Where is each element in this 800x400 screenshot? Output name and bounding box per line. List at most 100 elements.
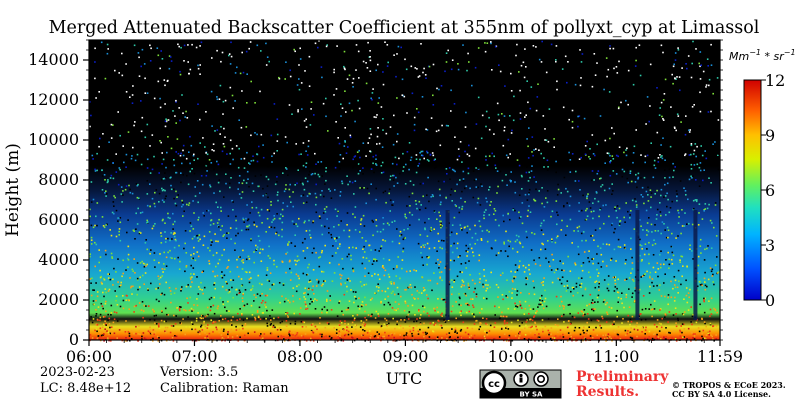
backscatter-pixel [634, 198, 636, 200]
backscatter-pixel [676, 195, 678, 198]
backscatter-pixel [488, 128, 491, 131]
backscatter-pixel [397, 256, 399, 258]
backscatter-pixel [411, 92, 414, 95]
backscatter-pixel [164, 331, 167, 334]
backscatter-pixel [402, 327, 404, 329]
backscatter-pixel [569, 312, 571, 315]
backscatter-pixel [160, 319, 163, 322]
backscatter-pixel [149, 60, 152, 62]
backscatter-pixel [677, 319, 679, 322]
backscatter-pixel [308, 263, 310, 266]
backscatter-pixel [263, 317, 265, 320]
backscatter-pixel [279, 329, 282, 331]
backscatter-pixel [140, 163, 143, 166]
backscatter-pixel [395, 176, 397, 179]
backscatter-pixel [701, 332, 703, 335]
backscatter-pixel [104, 302, 107, 305]
backscatter-pixel [666, 182, 669, 185]
backscatter-pixel [360, 218, 363, 220]
backscatter-pixel [202, 137, 204, 139]
backscatter-pixel [483, 339, 485, 342]
backscatter-pixel [411, 293, 413, 296]
backscatter-pixel [677, 222, 680, 224]
backscatter-pixel [613, 67, 615, 70]
backscatter-pixel [149, 318, 151, 321]
backscatter-pixel [181, 201, 184, 204]
backscatter-pixel [125, 91, 128, 93]
backscatter-pixel [177, 256, 179, 259]
backscatter-pixel [252, 155, 254, 157]
backscatter-pixel [140, 130, 143, 133]
backscatter-pixel [428, 218, 430, 220]
backscatter-pixel [343, 65, 345, 68]
backscatter-pixel [618, 224, 621, 227]
backscatter-pixel [697, 255, 700, 258]
backscatter-pixel [217, 262, 219, 265]
backscatter-pixel [692, 175, 694, 177]
backscatter-pixel [654, 243, 657, 245]
backscatter-pixel [347, 333, 350, 336]
backscatter-pixel [474, 282, 476, 285]
backscatter-pixel [189, 276, 192, 279]
backscatter-pixel [709, 323, 712, 326]
backscatter-pixel [310, 236, 312, 239]
backscatter-pixel [531, 136, 534, 138]
backscatter-pixel [317, 280, 320, 283]
backscatter-pixel [557, 188, 560, 191]
backscatter-pixel [346, 175, 348, 177]
backscatter-pixel [100, 281, 103, 284]
backscatter-pixel [427, 256, 430, 259]
backscatter-pixel [679, 261, 681, 263]
backscatter-pixel [369, 150, 371, 152]
backscatter-pixel [401, 259, 404, 261]
backscatter-pixel [512, 280, 514, 283]
backscatter-pixel [185, 110, 187, 113]
backscatter-pixel [355, 291, 357, 293]
backscatter-pixel [239, 308, 241, 310]
chart-title: Merged Attenuated Backscatter Coefficien… [49, 18, 760, 38]
backscatter-pixel [446, 173, 448, 175]
backscatter-pixel [699, 303, 701, 306]
backscatter-pixel [682, 323, 685, 326]
backscatter-pixel [404, 213, 406, 216]
backscatter-pixel [641, 331, 643, 333]
backscatter-pixel [665, 338, 667, 340]
backscatter-pixel [95, 299, 97, 302]
backscatter-pixel [557, 277, 559, 280]
backscatter-pixel [711, 268, 714, 271]
backscatter-pixel [298, 217, 300, 220]
backscatter-pixel [312, 285, 314, 288]
backscatter-pixel [276, 133, 279, 136]
backscatter-pixel [312, 340, 315, 342]
backscatter-pixel [348, 74, 351, 77]
backscatter-pixel [287, 299, 289, 302]
backscatter-pixel [409, 159, 412, 161]
backscatter-pixel [679, 259, 681, 261]
backscatter-pixel [463, 226, 466, 229]
backscatter-pixel [518, 217, 521, 219]
backscatter-pixel [257, 211, 260, 214]
backscatter-pixel [359, 163, 361, 166]
backscatter-pixel [239, 291, 241, 293]
backscatter-pixel [557, 331, 559, 333]
backscatter-pixel [243, 154, 246, 157]
backscatter-pixel [487, 329, 489, 332]
backscatter-pixel [523, 338, 526, 340]
backscatter-pixel [304, 301, 306, 303]
backscatter-pixel [626, 168, 629, 171]
backscatter-pixel [360, 305, 363, 308]
backscatter-pixel [645, 190, 648, 193]
backscatter-pixel [196, 251, 199, 253]
backscatter-pixel [618, 60, 620, 63]
backscatter-pixel [232, 279, 235, 281]
backscatter-pixel [232, 160, 234, 163]
backscatter-pixel [179, 119, 181, 122]
backscatter-pixel [619, 220, 622, 222]
backscatter-pixel [344, 322, 346, 325]
backscatter-pixel [486, 229, 488, 232]
backscatter-pixel [470, 298, 472, 300]
backscatter-pixel [712, 338, 714, 340]
backscatter-pixel [217, 181, 220, 184]
backscatter-pixel [338, 245, 341, 247]
backscatter-pixel [345, 152, 348, 154]
